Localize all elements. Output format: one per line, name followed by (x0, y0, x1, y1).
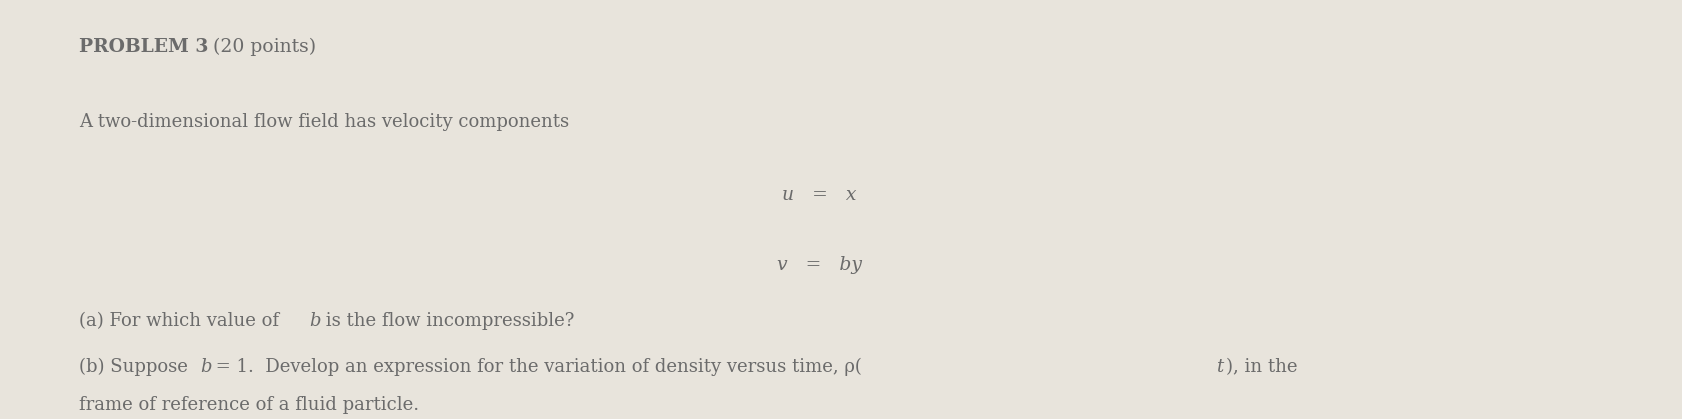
Text: A two-dimensional flow field has velocity components: A two-dimensional flow field has velocit… (79, 113, 569, 131)
Text: is the flow incompressible?: is the flow incompressible? (320, 312, 574, 330)
Text: v   =   by: v = by (777, 256, 863, 274)
Text: (b) Suppose: (b) Suppose (79, 358, 193, 377)
Text: b: b (309, 312, 321, 330)
Text: frame of reference of a fluid particle.: frame of reference of a fluid particle. (79, 396, 419, 414)
Text: PROBLEM 3: PROBLEM 3 (79, 38, 209, 56)
Text: ), in the: ), in the (1226, 358, 1299, 376)
Text: = 1.  Develop an expression for the variation of density versus time, ρ(: = 1. Develop an expression for the varia… (210, 358, 863, 377)
Text: u   =   x: u = x (782, 186, 856, 204)
Text: (20 points): (20 points) (207, 38, 316, 56)
Text: (a) For which value of: (a) For which value of (79, 312, 284, 330)
Text: t: t (1216, 358, 1223, 376)
Text: b: b (200, 358, 212, 376)
